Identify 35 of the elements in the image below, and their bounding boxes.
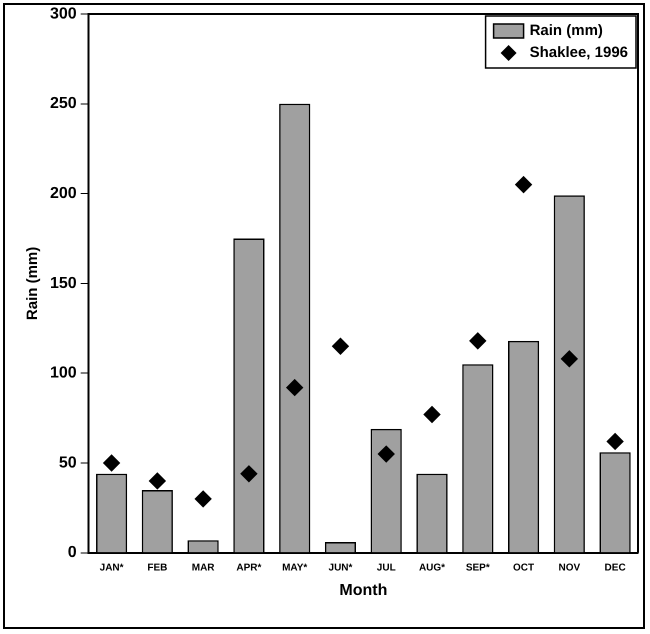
x-tick-label: JAN* [100,562,124,574]
x-tick-label: NOV [558,562,580,574]
point [469,332,486,350]
x-tick-label: JUN* [328,562,353,574]
point [378,446,395,463]
y-tick-label: 200 [50,185,77,202]
x-tick-label: MAR [192,562,216,574]
x-tick-label: APR* [236,562,262,574]
x-axis-title: Month [339,582,388,599]
x-tick-label: OCT [513,562,534,574]
y-tick-label: 300 [50,5,77,22]
x-tick-label: DEC [604,562,626,574]
point [194,490,212,508]
point [560,350,578,368]
point [240,465,258,482]
legend-label: Rain (mm) [530,22,603,40]
y-tick-label: 50 [58,454,77,472]
point [515,176,532,194]
point [148,472,166,490]
point [332,338,349,355]
x-tick-label: JUL [376,562,396,574]
point [286,379,304,396]
x-tick-label: AUG* [418,562,446,574]
point [606,432,624,450]
x-tick-label: SEP* [466,562,490,574]
y-tick-label: 250 [50,95,77,112]
y-tick-label: 100 [50,364,77,382]
y-tick-label: 0 [68,544,77,562]
y-tick-label: 150 [50,274,77,292]
x-tick-label: MAY* [282,562,308,574]
y-axis-title: Rain (mm) [24,246,42,320]
point [103,454,120,472]
legend-label: Shaklee, 1996 [530,44,628,62]
x-tick-label: FEB [147,562,168,574]
point [424,406,441,424]
